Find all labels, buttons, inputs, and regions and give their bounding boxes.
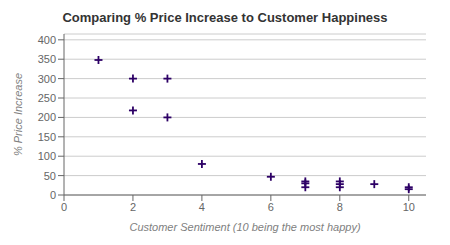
svg-text:400: 400 [38,34,56,46]
svg-text:10: 10 [403,201,415,213]
svg-text:350: 350 [38,53,56,65]
svg-text:6: 6 [268,201,274,213]
svg-text:300: 300 [38,73,56,85]
svg-text:2: 2 [130,201,136,213]
svg-text:150: 150 [38,131,56,143]
svg-text:4: 4 [199,201,205,213]
svg-text:250: 250 [38,92,56,104]
svg-text:% Price Increase: % Price Increase [12,73,24,156]
svg-text:100: 100 [38,150,56,162]
svg-text:50: 50 [44,170,56,182]
svg-text:0: 0 [61,201,67,213]
svg-text:0: 0 [50,189,56,201]
svg-text:200: 200 [38,111,56,123]
svg-text:8: 8 [337,201,343,213]
html-text:Comparing % Price Increase to: Comparing % Price Increase to Customer H… [62,10,388,25]
svg-text:Customer Sentiment (10 being t: Customer Sentiment (10 being the most ha… [129,221,360,233]
